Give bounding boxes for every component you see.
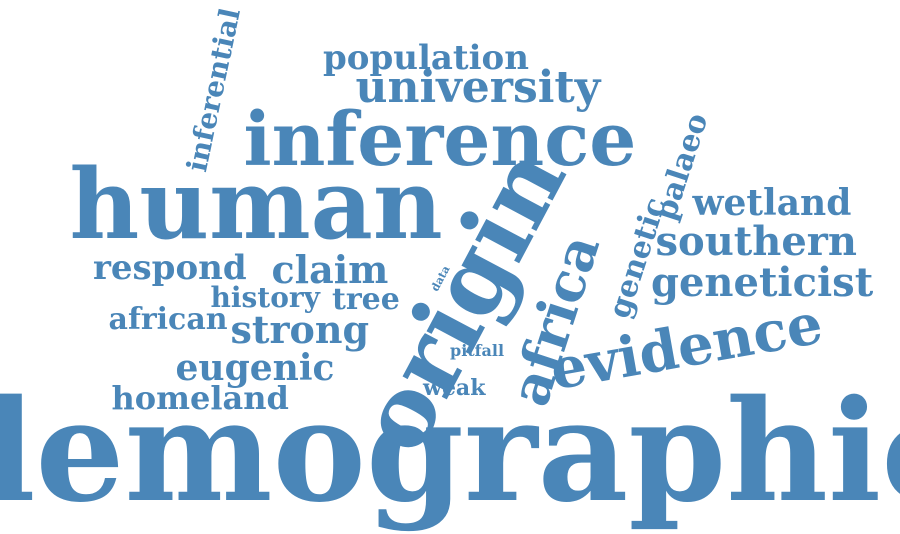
- word-geneticist: geneticist: [651, 259, 874, 306]
- word-southern: southern: [655, 218, 857, 265]
- word-cloud: demographichumanorigininferenceevidencea…: [0, 5, 900, 534]
- word-history: history: [210, 281, 320, 314]
- word-pitfall: pitfall: [450, 341, 505, 360]
- word-demographic: demographic: [0, 370, 900, 534]
- word-tree: tree: [332, 282, 400, 317]
- word-weak: weak: [423, 375, 486, 401]
- word-claim: claim: [271, 247, 389, 292]
- word-eugenic: eugenic: [175, 347, 335, 389]
- word-inference: inference: [243, 97, 637, 183]
- word-african: african: [108, 302, 228, 337]
- word-strong: strong: [230, 307, 370, 352]
- word-human: human: [69, 148, 443, 261]
- word-respond: respond: [93, 248, 247, 288]
- word-university: university: [355, 62, 601, 113]
- word-wetland: wetland: [692, 182, 852, 224]
- word-population: population: [323, 38, 529, 78]
- word-homeland: homeland: [111, 379, 289, 417]
